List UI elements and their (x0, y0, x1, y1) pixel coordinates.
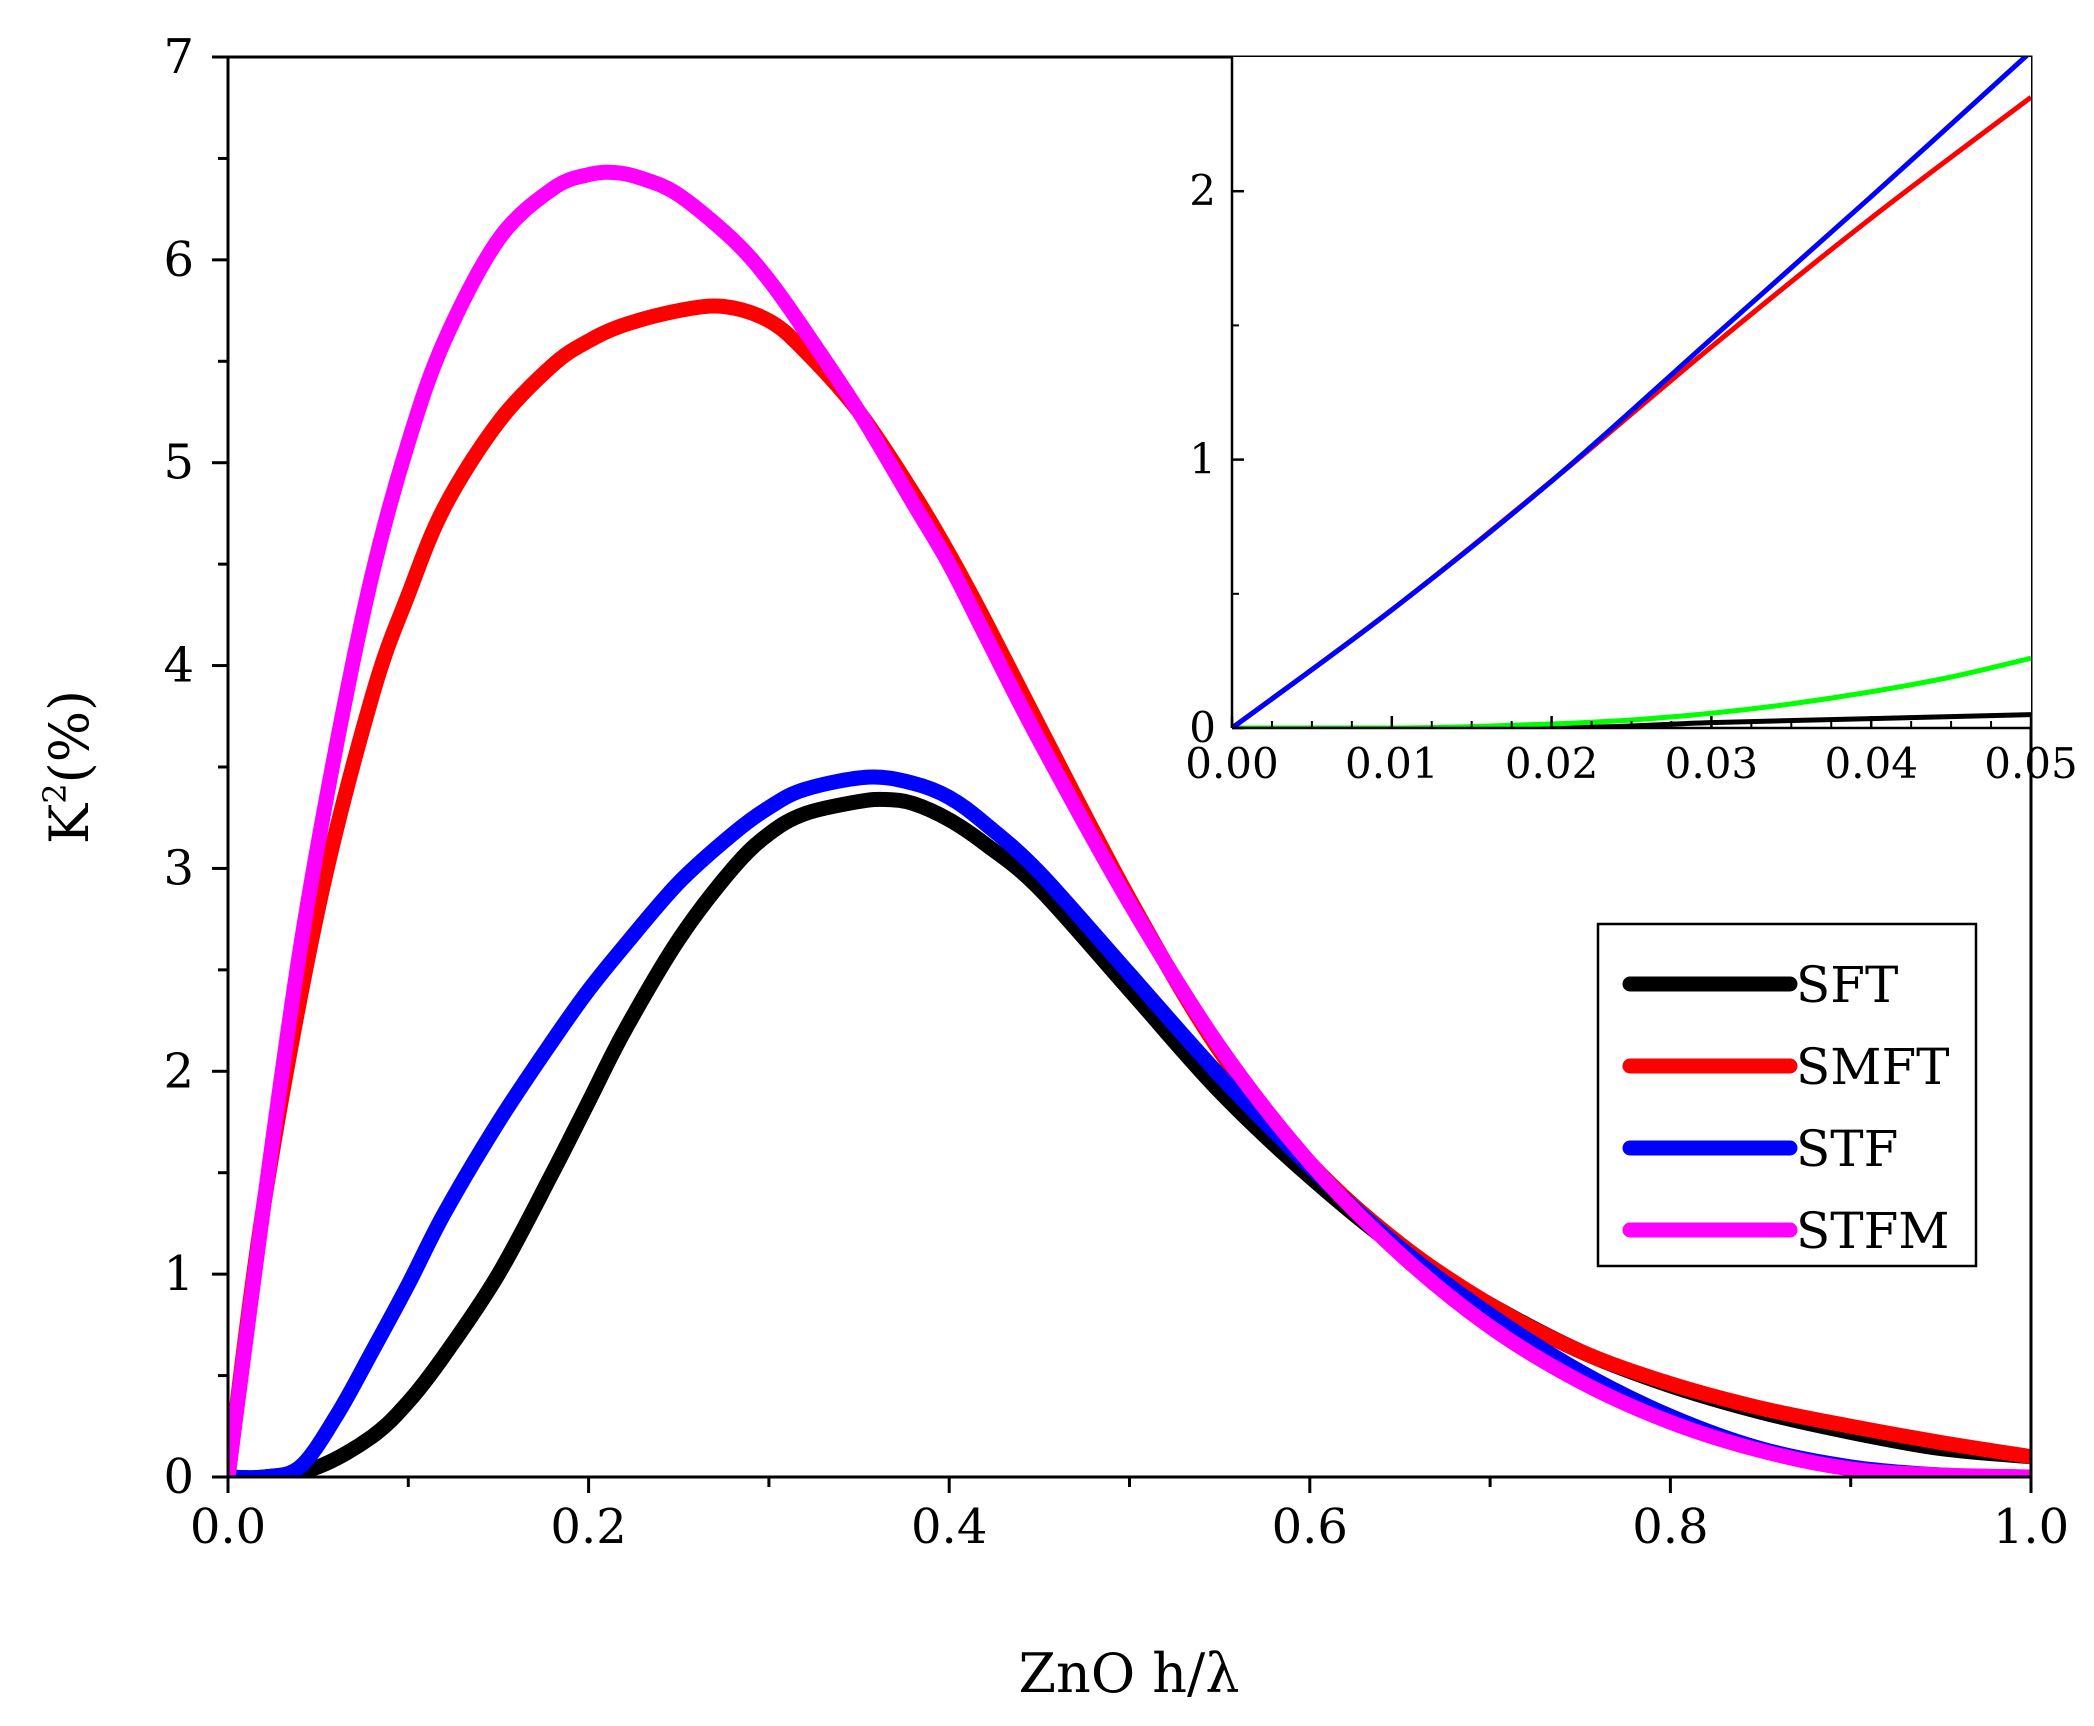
legend-label-smft: SMFT (1796, 1038, 1950, 1096)
inset-x-tick-label: 0.03 (1665, 739, 1759, 788)
inset-x-tick-label: 0.02 (1505, 739, 1599, 788)
inset-y-tick-label: 1 (1189, 435, 1216, 484)
inset-x-tick-label: 0.00 (1185, 739, 1279, 788)
inset-x-tick-label: 0.05 (1984, 739, 2078, 788)
y-tick-label: 2 (163, 1043, 194, 1099)
legend: SFT SMFT STF STFM (1596, 922, 1978, 1268)
main-x-ticks: 0.0 0.2 0.4 0.6 0.8 1.0 (190, 1477, 2069, 1555)
y-tick-label: 1 (163, 1246, 194, 1302)
x-tick-label: 0.8 (1632, 1499, 1708, 1555)
x-tick-label: 0.6 (1272, 1499, 1348, 1555)
y-tick-label: 6 (163, 232, 194, 288)
x-tick-label: 0.2 (550, 1499, 626, 1555)
legend-label-sft: SFT (1796, 956, 1898, 1014)
y-axis-title: K2(%) (36, 690, 101, 844)
series-line-stfm (228, 164, 2031, 1477)
main-series-layer (228, 164, 2031, 1477)
x-tick-label: 0.4 (911, 1499, 987, 1555)
inset-x-ticks: 0.00 0.01 0.02 0.03 0.04 0.05 (1185, 716, 2078, 788)
y-tick-label: 7 (163, 29, 194, 85)
inset-x-tick-label: 0.04 (1824, 739, 1918, 788)
y-axis-title-sup: 2 (36, 783, 74, 803)
inset-background (1232, 57, 2031, 728)
inset-plot: 0.00 0.01 0.02 0.03 0.04 0.05 0 1 2 (1185, 57, 2078, 788)
x-tick-label: 1.0 (1993, 1499, 2069, 1555)
inset-y-tick-label: 0 (1189, 703, 1216, 752)
y-axis-title-rest: (%) (38, 690, 101, 783)
y-axis-title-base: K (38, 802, 101, 844)
y-tick-label: 5 (163, 435, 194, 491)
y-tick-label: 0 (163, 1449, 194, 1505)
inset-x-tick-label: 0.01 (1345, 739, 1439, 788)
legend-label-stfm: STFM (1796, 1202, 1950, 1260)
legend-items: SFT SMFT STF STFM (1622, 956, 1950, 1260)
inset-series-line-blue (1232, 57, 2029, 728)
legend-label-stf: STF (1796, 1120, 1898, 1178)
x-tick-label: 0.0 (190, 1499, 266, 1555)
y-tick-label: 4 (163, 638, 194, 694)
inset-y-ticks: 0 1 2 (1189, 166, 1244, 752)
y-tick-label: 3 (163, 840, 194, 896)
inset-y-tick-label: 2 (1189, 166, 1216, 215)
inset-series-line-black (1232, 712, 2031, 728)
inset-series-layer (1232, 57, 2031, 728)
main-y-ticks: 0 1 2 3 4 5 6 7 (163, 29, 228, 1505)
x-axis-title: ZnO h/λ (1019, 1642, 1240, 1705)
series-line-stf (228, 769, 2031, 1477)
